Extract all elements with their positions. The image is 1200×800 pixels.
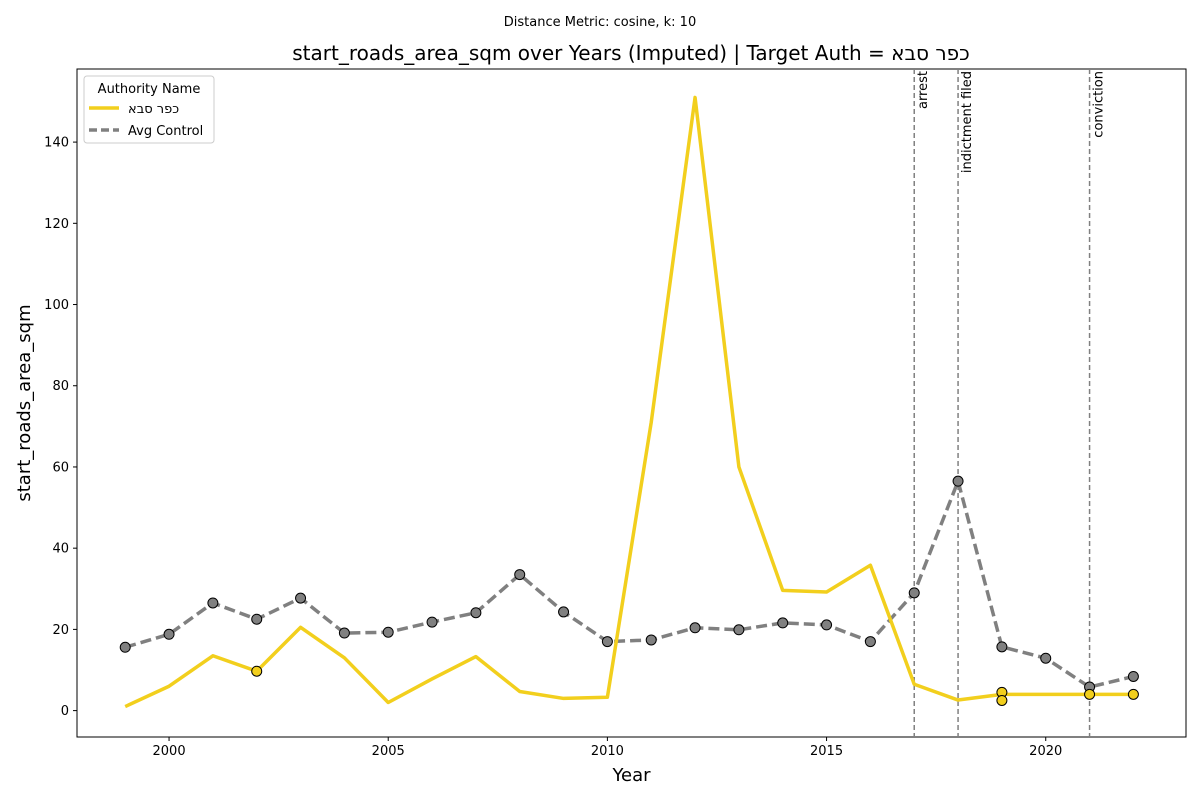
x-tick-label: 2015 bbox=[810, 744, 843, 759]
x-tick-label: 2010 bbox=[591, 744, 624, 759]
avg-control-point bbox=[426, 616, 438, 628]
avg-control-point bbox=[119, 641, 131, 653]
avg-control-point bbox=[558, 606, 570, 618]
chart-title: start_roads_area_sqm over Years (Imputed… bbox=[292, 41, 969, 65]
plot-frame bbox=[76, 68, 1187, 738]
avg-control-point bbox=[1040, 652, 1052, 664]
avg-control-point bbox=[338, 627, 350, 639]
avg-control-point bbox=[777, 617, 789, 629]
y-tick-label: 40 bbox=[52, 542, 69, 557]
avg-control-point bbox=[733, 624, 745, 636]
x-tick-label: 2005 bbox=[372, 744, 405, 759]
y-tick-label: 0 bbox=[61, 704, 69, 719]
avg-control-point bbox=[470, 607, 482, 619]
avg-control-point bbox=[645, 634, 657, 646]
axes-frame bbox=[76, 68, 1187, 738]
event-label: conviction bbox=[1091, 71, 1106, 138]
y-tick-label: 20 bbox=[52, 623, 69, 638]
target-point bbox=[1127, 688, 1139, 700]
target-point bbox=[996, 694, 1008, 706]
avg-control-point bbox=[952, 475, 964, 487]
legend-label-target: כפר סבא bbox=[128, 102, 179, 117]
avg-control-point bbox=[908, 587, 920, 599]
legend: Authority Name כפר סבא Avg Control bbox=[83, 75, 215, 144]
y-tick-label: 80 bbox=[52, 379, 69, 394]
axis-ticks: 2000 2005 2010 2015 2020 0 20 40 60 80 100 120 140 bbox=[44, 136, 1062, 759]
avg-control-point bbox=[996, 641, 1008, 653]
avg-control-point bbox=[163, 628, 175, 640]
avg-control-point bbox=[601, 636, 613, 648]
avg-control-point bbox=[864, 636, 876, 648]
avg-control-point bbox=[295, 592, 307, 604]
y-tick-label: 120 bbox=[44, 217, 69, 232]
y-tick-label: 60 bbox=[52, 460, 69, 475]
series-layer bbox=[119, 95, 1139, 709]
legend-box bbox=[83, 75, 215, 144]
legend-title: Authority Name bbox=[98, 82, 201, 97]
event-label: arrest bbox=[916, 71, 931, 109]
x-tick-label: 2020 bbox=[1029, 744, 1062, 759]
x-axis-title: Year bbox=[611, 765, 651, 786]
avg-control-point bbox=[207, 597, 219, 609]
series-line-target bbox=[124, 95, 1134, 709]
chart-suptitle: Distance Metric: cosine, k: 10 bbox=[504, 15, 696, 30]
avg-control-point bbox=[382, 626, 394, 638]
event-lines: arrest indictment filed conviction bbox=[913, 69, 1106, 737]
target-point bbox=[251, 665, 263, 677]
y-axis-title: start_roads_area_sqm bbox=[14, 304, 35, 501]
x-tick-label: 2000 bbox=[153, 744, 186, 759]
target-point bbox=[1084, 688, 1096, 700]
y-tick-label: 100 bbox=[44, 298, 69, 313]
avg-control-point bbox=[821, 619, 833, 631]
avg-control-point bbox=[689, 622, 701, 634]
y-tick-label: 140 bbox=[44, 136, 69, 151]
avg-control-point bbox=[514, 569, 526, 581]
event-label: indictment filed bbox=[960, 71, 975, 173]
series-line-avg-control bbox=[124, 479, 1134, 689]
avg-control-point bbox=[251, 613, 263, 625]
avg-control-point bbox=[1127, 670, 1139, 682]
legend-label-avg-control: Avg Control bbox=[128, 124, 203, 139]
